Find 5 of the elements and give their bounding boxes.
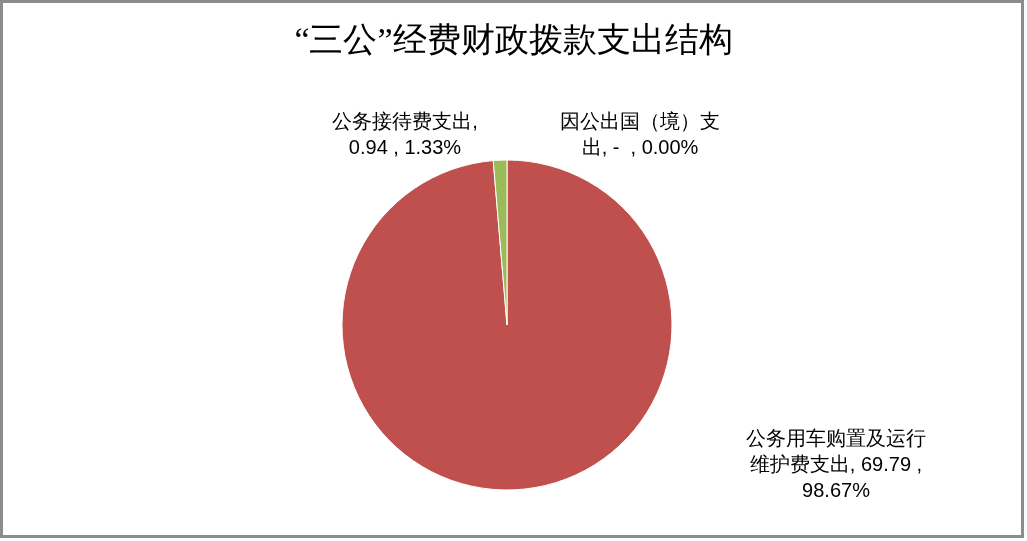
slice-label: 公务接待费支出, 0.94 , 1.33%: [331, 109, 479, 160]
pie-slice: [341, 159, 673, 491]
slice-label: 公务用车购置及运行维护费支出, 69.79 , 98.67%: [745, 426, 927, 503]
chart-title: “三公”经费财政拨款支出结构: [293, 20, 734, 60]
category-label: 因公出国（境）支出, - , 0.00%: [560, 110, 720, 158]
